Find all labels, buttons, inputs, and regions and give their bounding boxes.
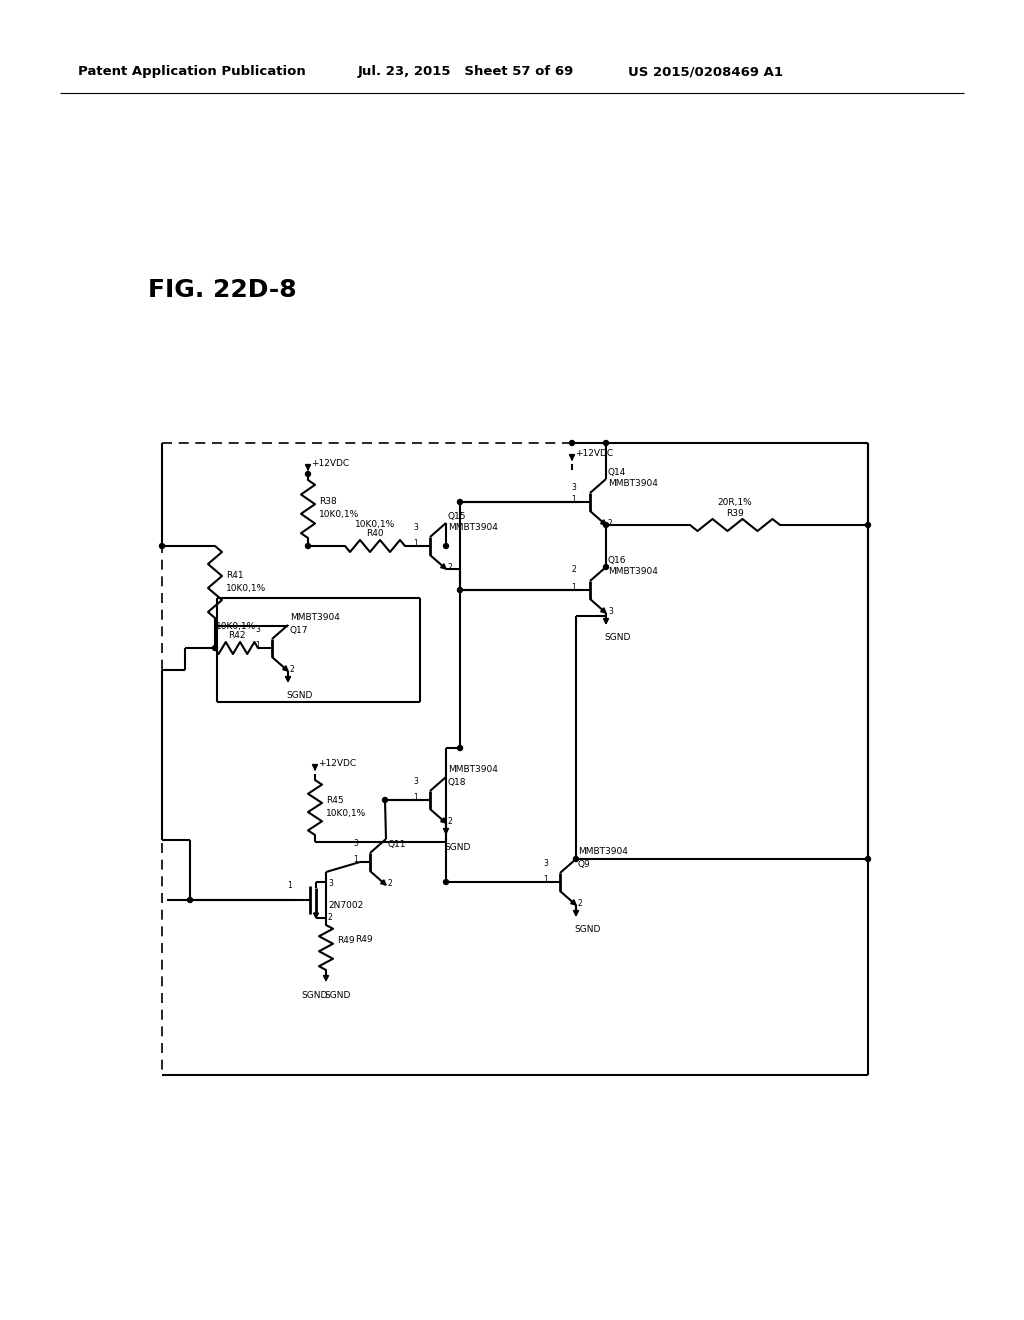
Text: 10K0,1%: 10K0,1%	[326, 809, 367, 818]
Text: Q9: Q9	[578, 859, 591, 869]
Text: FIG. 22D-8: FIG. 22D-8	[148, 279, 297, 302]
Text: 2: 2	[449, 817, 453, 825]
Polygon shape	[381, 880, 386, 884]
Text: +12VDC: +12VDC	[575, 449, 613, 458]
Text: 1: 1	[571, 495, 575, 504]
Text: 3: 3	[353, 840, 358, 849]
Text: 3: 3	[255, 626, 260, 635]
Circle shape	[443, 879, 449, 884]
Text: 3: 3	[413, 777, 418, 787]
Text: R42: R42	[227, 631, 246, 640]
Circle shape	[458, 587, 463, 593]
Text: 2N7002: 2N7002	[328, 900, 364, 909]
Text: 1: 1	[544, 875, 548, 884]
Text: 2: 2	[578, 899, 583, 908]
Circle shape	[383, 797, 387, 803]
Text: 2: 2	[328, 912, 333, 921]
Circle shape	[305, 471, 310, 477]
Circle shape	[603, 565, 608, 569]
Text: Patent Application Publication: Patent Application Publication	[78, 66, 306, 78]
Text: R49: R49	[355, 936, 373, 945]
Text: R41: R41	[226, 570, 244, 579]
Text: R38: R38	[319, 498, 337, 507]
Text: 2: 2	[388, 879, 393, 887]
Text: 2: 2	[608, 519, 612, 528]
Text: Q11: Q11	[388, 840, 407, 849]
Text: 2: 2	[290, 664, 295, 673]
Polygon shape	[570, 900, 575, 906]
Text: 3: 3	[413, 524, 418, 532]
Text: +12VDC: +12VDC	[311, 458, 349, 467]
Circle shape	[603, 441, 608, 446]
Text: Jul. 23, 2015   Sheet 57 of 69: Jul. 23, 2015 Sheet 57 of 69	[358, 66, 574, 78]
Text: 3: 3	[543, 859, 548, 869]
Circle shape	[160, 544, 165, 549]
Polygon shape	[601, 520, 606, 525]
Circle shape	[443, 544, 449, 549]
Text: MMBT3904: MMBT3904	[290, 614, 340, 623]
Text: SGND: SGND	[574, 925, 600, 935]
Circle shape	[305, 544, 310, 549]
Text: 10K0,1%: 10K0,1%	[226, 583, 266, 593]
Text: 1: 1	[255, 642, 260, 651]
Text: MMBT3904: MMBT3904	[608, 568, 657, 577]
Circle shape	[573, 857, 579, 862]
Polygon shape	[440, 818, 446, 822]
Text: 20R,1%: 20R,1%	[718, 499, 753, 507]
Polygon shape	[601, 607, 606, 612]
Circle shape	[603, 523, 608, 528]
Circle shape	[865, 857, 870, 862]
Text: Q14: Q14	[608, 467, 627, 477]
Text: R40: R40	[367, 529, 384, 539]
Polygon shape	[440, 564, 446, 569]
Text: +12VDC: +12VDC	[318, 759, 356, 767]
Polygon shape	[313, 913, 318, 917]
Circle shape	[458, 499, 463, 504]
Text: 1: 1	[288, 880, 292, 890]
Text: Q16: Q16	[608, 556, 627, 565]
Text: SGND: SGND	[604, 634, 631, 643]
Circle shape	[569, 441, 574, 446]
Text: Q18: Q18	[449, 777, 467, 787]
Text: 1: 1	[414, 793, 418, 803]
Text: 1: 1	[414, 540, 418, 549]
Text: 2: 2	[571, 565, 575, 573]
Text: 3: 3	[608, 606, 613, 615]
Circle shape	[865, 523, 870, 528]
Text: SGND: SGND	[444, 843, 470, 853]
Text: 3: 3	[328, 879, 333, 888]
Text: 10K0,1%: 10K0,1%	[216, 622, 257, 631]
Text: Q15: Q15	[449, 511, 467, 520]
Text: SGND: SGND	[324, 990, 350, 999]
Text: SGND: SGND	[301, 990, 328, 999]
Text: 1: 1	[571, 583, 575, 593]
Polygon shape	[283, 665, 288, 671]
Text: R49: R49	[337, 936, 354, 945]
Text: 1: 1	[353, 855, 358, 865]
Text: MMBT3904: MMBT3904	[449, 524, 498, 532]
Text: 10K0,1%: 10K0,1%	[355, 520, 395, 528]
Text: MMBT3904: MMBT3904	[449, 766, 498, 775]
Circle shape	[213, 645, 217, 651]
Text: US 2015/0208469 A1: US 2015/0208469 A1	[628, 66, 783, 78]
Text: 3: 3	[571, 483, 575, 492]
Circle shape	[458, 746, 463, 751]
Text: 10K0,1%: 10K0,1%	[319, 511, 359, 520]
Text: R45: R45	[326, 796, 344, 805]
Text: MMBT3904: MMBT3904	[608, 479, 657, 488]
Text: Q17: Q17	[290, 626, 308, 635]
Text: R39: R39	[726, 508, 743, 517]
Text: 2: 2	[449, 562, 453, 572]
Text: MMBT3904: MMBT3904	[578, 847, 628, 857]
Circle shape	[187, 898, 193, 903]
Text: SGND: SGND	[286, 692, 312, 701]
